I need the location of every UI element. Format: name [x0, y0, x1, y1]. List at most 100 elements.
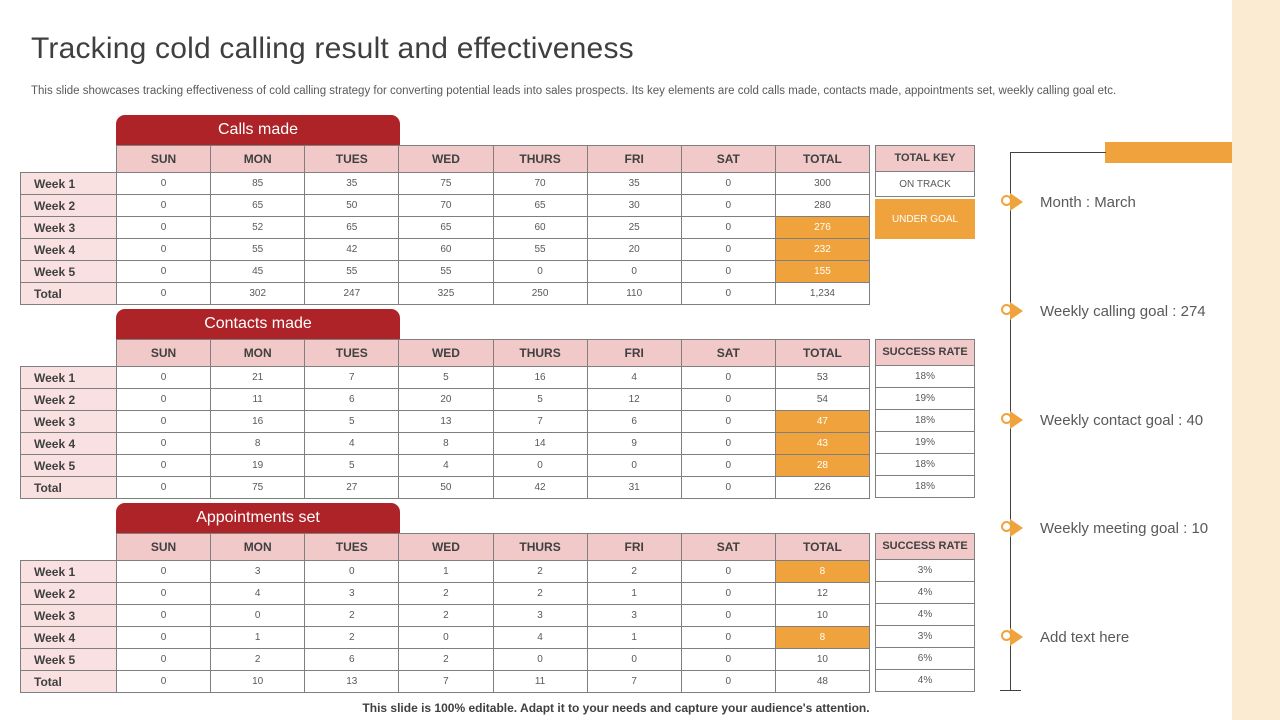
page-title: Tracking cold calling result and effecti…	[31, 32, 634, 65]
data-cell: 1	[398, 560, 494, 583]
total-cell: 1,234	[774, 282, 871, 305]
day-header-cell: TOTAL	[774, 533, 871, 561]
success-rate-cell: 19%	[875, 388, 975, 410]
data-cell: 20	[398, 388, 494, 411]
day-header-cell: WED	[398, 533, 494, 561]
data-cell: 2	[304, 604, 400, 627]
data-cell: 6	[304, 388, 400, 411]
data-cell: 55	[492, 238, 588, 261]
success-rate-cell: 18%	[875, 366, 975, 388]
goal-item-calling-goal: Weekly calling goal : 274	[1001, 297, 1206, 325]
data-cell: 0	[304, 560, 400, 583]
total-cell: 47	[774, 410, 871, 433]
day-header-cell: MON	[210, 533, 306, 561]
success-rate-cell: 6%	[875, 648, 975, 670]
day-header-cell: THURS	[492, 339, 588, 367]
data-cell: 7	[586, 670, 682, 693]
data-cell: 6	[586, 410, 682, 433]
day-header-cell: TOTAL	[774, 145, 871, 173]
data-cell: 60	[492, 216, 588, 239]
data-cell: 2	[492, 582, 588, 605]
data-cell: 5	[398, 366, 494, 389]
success-rate-cell: 4%	[875, 582, 975, 604]
week-label-cell: Week 5	[20, 454, 117, 477]
success-rate-box: SUCCESS RATE 3% 4% 4% 3% 6% 4%	[875, 533, 975, 692]
data-cell: 5	[492, 388, 588, 411]
table-row: Week 5 0 2 6 2 0 0 0 10	[20, 648, 871, 671]
goal-item-label: Add text here	[1040, 628, 1130, 646]
week-label-cell: Total	[20, 476, 117, 499]
data-cell: 0	[115, 282, 212, 305]
total-cell: 10	[774, 604, 871, 627]
table-row: Total 0 75 27 50 42 31 0 226	[20, 476, 871, 499]
data-cell: 0	[115, 260, 212, 283]
data-cell: 60	[398, 238, 494, 261]
data-cell: 1	[586, 626, 682, 649]
table-title: Calls made	[217, 121, 299, 138]
day-header-cell: WED	[398, 339, 494, 367]
data-cell: 0	[115, 216, 212, 239]
corner-spacer	[21, 146, 117, 173]
table-title-tab: Appointments set	[116, 503, 400, 533]
data-cell: 7	[398, 670, 494, 693]
data-cell: 0	[680, 282, 776, 305]
data-cell: 247	[304, 282, 400, 305]
table-row: Week 2 0 11 6 20 5 12 0 54	[20, 388, 871, 411]
table-title: Contacts made	[204, 315, 312, 332]
total-cell: 48	[774, 670, 871, 693]
day-header-cell: TUES	[304, 339, 400, 367]
data-cell: 3	[492, 604, 588, 627]
data-cell: 0	[115, 388, 212, 411]
day-header-cell: SUN	[115, 339, 212, 367]
week-label-cell: Total	[20, 670, 117, 693]
data-cell: 0	[115, 560, 212, 583]
total-cell: 12	[774, 582, 871, 605]
table-row: Week 3 0 0 2 2 3 3 0 10	[20, 604, 871, 627]
data-cell: 4	[492, 626, 588, 649]
data-cell: 0	[492, 648, 588, 671]
week-label-cell: Week 5	[20, 260, 117, 283]
day-header-cell: THURS	[492, 533, 588, 561]
data-cell: 0	[680, 560, 776, 583]
day-header-cell: MON	[210, 339, 306, 367]
data-cell: 0	[115, 194, 212, 217]
goal-item-add-text: Add text here	[1001, 623, 1129, 651]
data-cell: 35	[304, 172, 400, 195]
data-cell: 0	[398, 626, 494, 649]
data-cell: 2	[398, 604, 494, 627]
data-cell: 42	[492, 476, 588, 499]
data-cell: 0	[680, 194, 776, 217]
total-cell: 280	[774, 194, 871, 217]
data-cell: 55	[304, 260, 400, 283]
total-cell: 28	[774, 454, 871, 477]
data-cell: 2	[586, 560, 682, 583]
data-cell: 0	[680, 172, 776, 195]
success-rate-cell: 19%	[875, 432, 975, 454]
goal-item-contact-goal: Weekly contact goal : 40	[1001, 406, 1203, 434]
table-row: Total 0 10 13 7 11 7 0 48	[20, 670, 871, 693]
data-cell: 2	[210, 648, 306, 671]
data-cell: 2	[304, 626, 400, 649]
data-cell: 0	[492, 260, 588, 283]
day-header-cell: SUN	[115, 145, 212, 173]
success-rate-cell: 18%	[875, 454, 975, 476]
data-cell: 14	[492, 432, 588, 455]
data-cell: 4	[586, 366, 682, 389]
data-cell: 0	[680, 410, 776, 433]
data-cell: 8	[210, 432, 306, 455]
contacts-made-table-block: Contacts made SUN MON TUES WED THURS FRI SAT TO…	[20, 309, 1010, 499]
table-title-tab: Contacts made	[116, 309, 400, 339]
goal-item-label: Weekly calling goal : 274	[1040, 302, 1206, 320]
total-cell: 300	[774, 172, 871, 195]
week-label-cell: Week 4	[20, 626, 117, 649]
data-cell: 3	[304, 582, 400, 605]
data-cell: 0	[115, 238, 212, 261]
appointments-set-table-block: Appointments set SUN MON TUES WED THURS FRI SA…	[20, 503, 1010, 693]
data-cell: 70	[398, 194, 494, 217]
data-cell: 0	[680, 366, 776, 389]
table-title: Appointments set	[196, 509, 320, 526]
bracket-bottom-tick	[1000, 690, 1021, 691]
total-cell: 276	[774, 216, 871, 239]
data-cell: 65	[492, 194, 588, 217]
